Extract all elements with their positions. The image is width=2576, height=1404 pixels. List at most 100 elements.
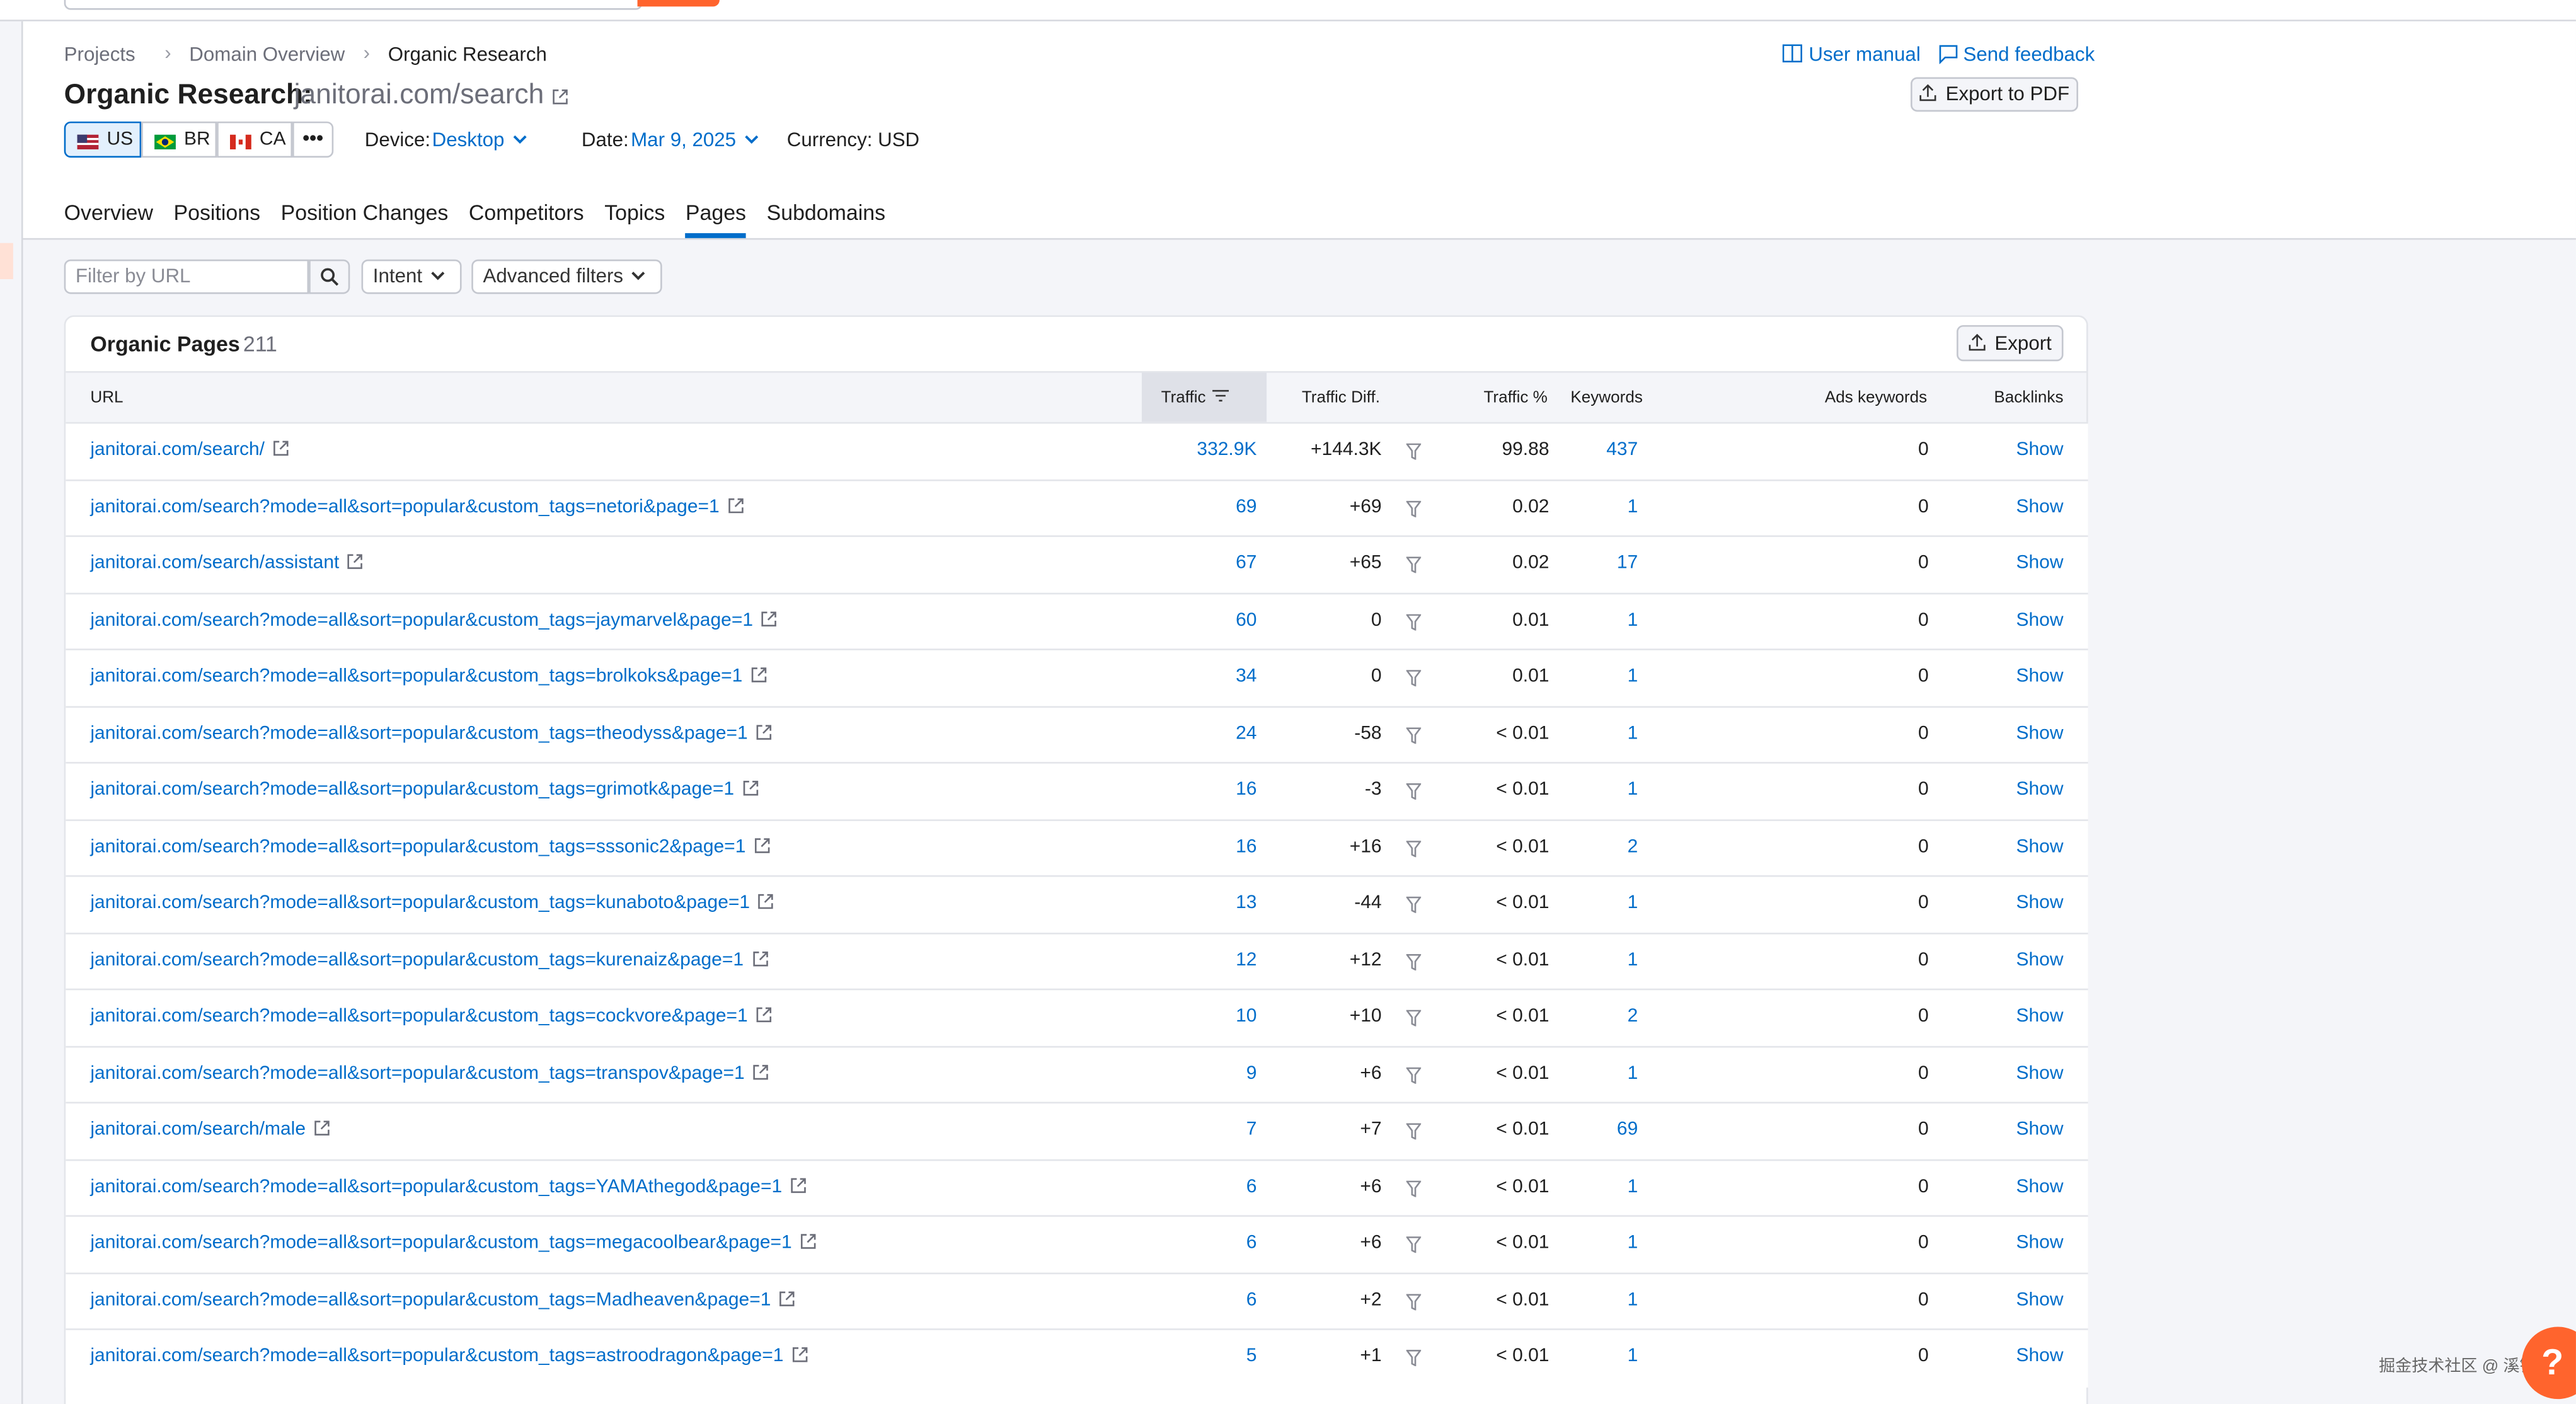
traffic[interactable]: 6 (1246, 1177, 1257, 1197)
keywords[interactable]: 1 (1627, 723, 1638, 744)
url-link[interactable]: janitorai.com/search?mode=all&sort=popul… (90, 667, 767, 686)
url-link[interactable]: janitorai.com/search?mode=all&sort=popul… (90, 1347, 808, 1366)
url-link[interactable]: janitorai.com/search?mode=all&sort=popul… (90, 1006, 772, 1027)
url-link[interactable]: janitorai.com/search?mode=all&sort=popul… (90, 1063, 769, 1083)
database-more[interactable]: ••• (292, 121, 334, 158)
help-button[interactable]: ? (2521, 1326, 2576, 1400)
database-tab[interactable]: US (64, 121, 142, 158)
keywords[interactable]: 1 (1627, 1233, 1638, 1253)
backlinks-link[interactable]: Show (2016, 1006, 2064, 1027)
keywords[interactable]: 1 (1627, 497, 1638, 517)
backlinks-link[interactable]: Show (2016, 723, 2064, 744)
url-link[interactable]: janitorai.com/search?mode=all&sort=popul… (90, 837, 770, 856)
column-header[interactable]: Ads keywords (1824, 389, 1928, 408)
traffic[interactable]: 12 (1236, 950, 1257, 970)
backlinks-link[interactable]: Show (2016, 1063, 2064, 1083)
keywords[interactable]: 1 (1627, 1346, 1638, 1367)
traffic[interactable]: 6 (1246, 1289, 1257, 1310)
keywords[interactable]: 1 (1627, 610, 1638, 630)
traffic[interactable]: 24 (1236, 723, 1257, 744)
url-link[interactable]: janitorai.com/search?mode=all&sort=popul… (90, 1290, 795, 1309)
traffic[interactable]: 16 (1236, 836, 1257, 856)
column-header[interactable]: Traffic Diff. (1301, 389, 1380, 408)
traffic-filter-icon[interactable] (1405, 895, 1422, 918)
backlinks-link[interactable]: Show (2016, 666, 2064, 687)
breadcrumb[interactable]: Projects (64, 42, 135, 66)
keywords[interactable]: 437 (1606, 440, 1638, 460)
url-link[interactable]: janitorai.com/search?mode=all&sort=popul… (90, 1177, 807, 1196)
backlinks-link[interactable]: Show (2016, 780, 2064, 800)
traffic-filter-icon[interactable] (1405, 1291, 1422, 1314)
database-tab[interactable]: BR (141, 121, 217, 158)
keywords[interactable]: 1 (1627, 666, 1638, 687)
nav-tab[interactable]: Pages (685, 200, 747, 225)
traffic[interactable]: 7 (1246, 1120, 1257, 1140)
backlinks-link[interactable]: Show (2016, 610, 2064, 630)
backlinks-link[interactable]: Show (2016, 893, 2064, 913)
keywords[interactable]: 1 (1627, 1289, 1638, 1310)
traffic[interactable]: 5 (1246, 1346, 1257, 1367)
nav-tab[interactable]: Subdomains (766, 200, 886, 225)
traffic-filter-icon[interactable] (1405, 838, 1422, 861)
traffic-filter-icon[interactable] (1405, 725, 1422, 747)
column-header[interactable]: Keywords (1570, 389, 1643, 408)
backlinks-link[interactable]: Show (2016, 1346, 2064, 1367)
page-domain[interactable]: janitorai.com/search (294, 79, 569, 112)
url-link[interactable]: janitorai.com/search?mode=all&sort=popul… (90, 497, 744, 517)
url-link[interactable]: janitorai.com/search?mode=all&sort=popul… (90, 780, 759, 800)
keywords[interactable]: 69 (1616, 1120, 1638, 1140)
nav-tab[interactable]: Position Changes (280, 200, 449, 225)
traffic[interactable]: 60 (1236, 610, 1257, 630)
url-link[interactable]: janitorai.com/search?mode=all&sort=popul… (90, 723, 772, 743)
advanced-filters[interactable]: Advanced filters (471, 259, 662, 294)
keywords[interactable]: 1 (1627, 950, 1638, 970)
url-link[interactable]: janitorai.com/search/ (90, 440, 289, 460)
send-feedback[interactable]: Send feedback (1938, 43, 2095, 66)
keywords[interactable]: 1 (1627, 780, 1638, 800)
traffic-filter-icon[interactable] (1405, 952, 1422, 974)
url-filter[interactable]: Filter by URL (64, 259, 309, 294)
traffic-filter-icon[interactable] (1405, 1235, 1422, 1258)
traffic[interactable]: 9 (1246, 1063, 1257, 1083)
user-manual[interactable]: User manual (1782, 43, 1921, 66)
traffic[interactable]: 16 (1236, 780, 1257, 800)
keywords[interactable]: 2 (1627, 1006, 1638, 1027)
traffic[interactable]: 13 (1236, 893, 1257, 913)
traffic[interactable]: 34 (1236, 666, 1257, 687)
backlinks-link[interactable]: Show (2016, 497, 2064, 517)
keywords[interactable]: 1 (1627, 1063, 1638, 1083)
search-button[interactable] (309, 259, 350, 294)
column-header[interactable]: Traffic % (1483, 389, 1548, 408)
backlinks-link[interactable]: Show (2016, 553, 2064, 573)
breadcrumb[interactable]: Domain Overview (189, 42, 345, 66)
backlinks-link[interactable]: Show (2016, 950, 2064, 970)
backlinks-link[interactable]: Show (2016, 440, 2064, 460)
traffic[interactable]: 10 (1236, 1006, 1257, 1027)
keywords[interactable]: 2 (1627, 836, 1638, 856)
backlinks-link[interactable]: Show (2016, 836, 2064, 856)
intent-filter[interactable]: Intent (361, 259, 462, 294)
traffic-filter-icon[interactable] (1405, 498, 1422, 521)
backlinks-link[interactable]: Show (2016, 1177, 2064, 1197)
database-tab[interactable]: CA (217, 121, 293, 158)
traffic-filter-icon[interactable] (1405, 555, 1422, 578)
export-button[interactable]: Export (1957, 325, 2064, 362)
nav-tab[interactable]: Topics (604, 200, 665, 225)
backlinks-link[interactable]: Show (2016, 1289, 2064, 1310)
nav-tab[interactable]: Overview (64, 200, 153, 225)
url-link[interactable]: janitorai.com/search?mode=all&sort=popul… (90, 1233, 816, 1253)
traffic[interactable]: 67 (1236, 553, 1257, 573)
url-link[interactable]: janitorai.com/search?mode=all&sort=popul… (90, 950, 768, 970)
export-pdf-button[interactable]: Export to PDF (1911, 77, 2078, 112)
traffic-filter-icon[interactable] (1405, 1178, 1422, 1201)
traffic-filter-icon[interactable] (1405, 442, 1422, 464)
traffic-filter-icon[interactable] (1405, 1065, 1422, 1088)
keywords[interactable]: 1 (1627, 893, 1638, 913)
backlinks-link[interactable]: Show (2016, 1120, 2064, 1140)
traffic[interactable]: 332.9K (1197, 440, 1257, 460)
device-value[interactable]: Desktop (432, 128, 527, 151)
url-link[interactable]: janitorai.com/search?mode=all&sort=popul… (90, 894, 774, 913)
traffic-filter-icon[interactable] (1405, 1348, 1422, 1371)
column-header[interactable]: Backlinks (1994, 389, 2064, 408)
traffic-filter-icon[interactable] (1405, 781, 1422, 804)
